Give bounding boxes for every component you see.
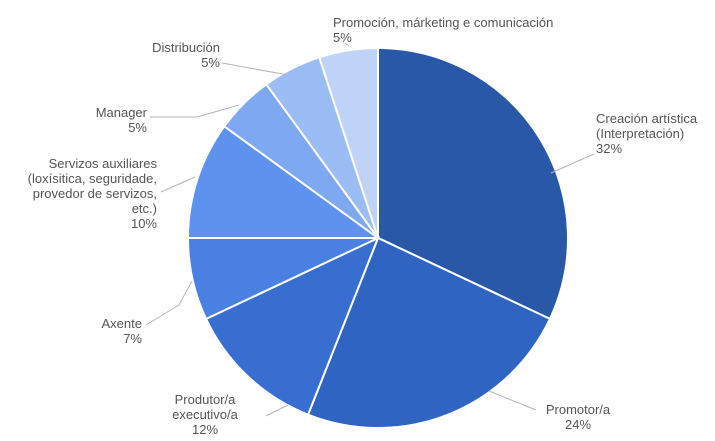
slice-label: Axente 7%	[102, 316, 143, 346]
slice-label: Servizos auxiliares (loxísitica, segurida…	[28, 156, 158, 231]
pie-slice[interactable]	[318, 46, 379, 239]
slice-label: Manager 5%	[96, 105, 148, 135]
leader-line	[344, 42, 350, 47]
leader-line	[221, 62, 289, 76]
slice-label: Distribución 5%	[152, 40, 220, 70]
pie-slice[interactable]	[204, 236, 380, 416]
pie-slice[interactable]	[186, 124, 382, 239]
slice-label: Promotor/a 24%	[546, 402, 611, 432]
leader-line	[265, 404, 289, 417]
leader-line	[488, 390, 537, 411]
leader-line	[145, 280, 193, 326]
leader-line	[550, 153, 595, 174]
pie-slice[interactable]	[306, 236, 552, 429]
pie-slice[interactable]	[377, 46, 569, 321]
leader-line	[150, 104, 240, 118]
slice-label: Produtor/a executivo/a 12%	[172, 392, 239, 437]
slice-label: Promoción, márketing e comunicación 5%	[333, 15, 553, 45]
slice-label: Creación artística (Interpretación) 32%	[596, 111, 698, 156]
leader-line	[160, 176, 196, 193]
